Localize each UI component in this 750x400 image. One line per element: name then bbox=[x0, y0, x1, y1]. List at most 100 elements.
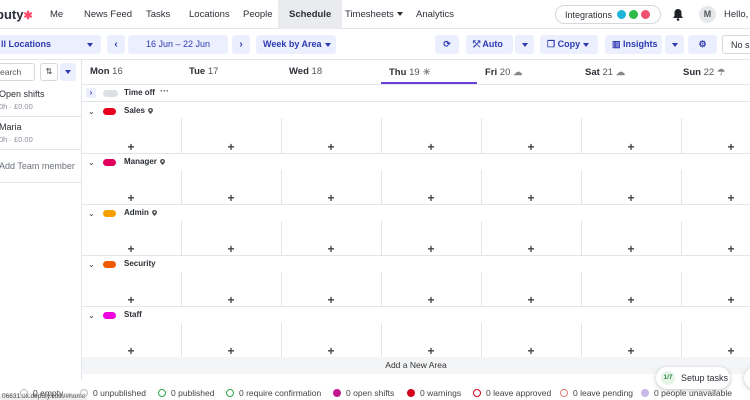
chevron-down-icon bbox=[396, 12, 403, 17]
add-shift-plus-icon[interactable]: + bbox=[127, 191, 135, 205]
help-button[interactable] bbox=[744, 367, 750, 389]
notifications-bell-icon[interactable] bbox=[672, 8, 684, 21]
add-shift-plus-icon[interactable]: + bbox=[227, 293, 235, 307]
expand-time-off-button[interactable]: › bbox=[86, 88, 96, 98]
refresh-icon: ⟳ bbox=[443, 39, 451, 49]
collapse-chevron-icon[interactable]: ⌄ bbox=[88, 107, 95, 116]
add-shift-plus-icon[interactable]: + bbox=[627, 191, 635, 205]
add-shift-plus-icon[interactable]: + bbox=[127, 344, 135, 358]
collapse-chevron-icon[interactable]: ⌄ bbox=[88, 209, 95, 218]
add-shift-plus-icon[interactable]: + bbox=[427, 344, 435, 358]
add-shift-plus-icon[interactable]: + bbox=[627, 293, 635, 307]
auto-options-dropdown[interactable] bbox=[515, 35, 534, 54]
add-shift-plus-icon[interactable]: + bbox=[327, 140, 335, 154]
add-shift-plus-icon[interactable]: + bbox=[727, 242, 735, 256]
sort-icon: ⇅ bbox=[45, 67, 53, 76]
settings-button[interactable]: ⚙ bbox=[688, 35, 717, 54]
add-shift-plus-icon[interactable]: + bbox=[227, 242, 235, 256]
add-shift-plus-icon[interactable]: + bbox=[727, 293, 735, 307]
add-shift-plus-icon[interactable]: + bbox=[227, 191, 235, 205]
search-input[interactable]: earch bbox=[0, 63, 35, 81]
nav-tasks[interactable]: Tasks bbox=[146, 9, 171, 20]
previous-week-button[interactable]: ‹ bbox=[107, 35, 125, 54]
user-greeting[interactable]: Hello, bbox=[724, 9, 749, 20]
add-shift-plus-icon[interactable]: + bbox=[427, 242, 435, 256]
integrations-button[interactable]: Integrations bbox=[555, 5, 661, 24]
day-header-fri[interactable]: Fri 20 ☁ bbox=[477, 60, 577, 84]
add-shift-plus-icon[interactable]: + bbox=[727, 344, 735, 358]
divider bbox=[82, 101, 750, 102]
deputy-logo[interactable]: puty✱ bbox=[0, 7, 33, 22]
divider bbox=[181, 118, 182, 153]
nav-timesheets[interactable]: Timesheets bbox=[345, 0, 403, 29]
add-shift-plus-icon[interactable]: + bbox=[227, 140, 235, 154]
add-shift-plus-icon[interactable]: + bbox=[527, 242, 535, 256]
add-shift-plus-icon[interactable]: + bbox=[727, 140, 735, 154]
user-avatar[interactable]: M bbox=[699, 6, 716, 23]
list-item-maria[interactable]: Maria 0h · £0.00 bbox=[0, 117, 82, 150]
day-header-mon[interactable]: Mon 16 bbox=[90, 66, 123, 77]
add-shift-plus-icon[interactable]: + bbox=[327, 242, 335, 256]
add-shift-plus-icon[interactable]: + bbox=[327, 293, 335, 307]
integration-app-icon bbox=[616, 9, 628, 20]
day-header-sun[interactable]: Sun 22 ☂ bbox=[675, 60, 750, 84]
add-shift-plus-icon[interactable]: + bbox=[527, 191, 535, 205]
insights-options-dropdown[interactable] bbox=[665, 35, 684, 54]
insights-button[interactable]: ▥ Insights bbox=[605, 35, 662, 54]
collapse-chevron-icon[interactable]: ⌄ bbox=[88, 260, 95, 269]
add-shift-plus-icon[interactable]: + bbox=[427, 140, 435, 154]
add-team-member-link[interactable]: Add Team member bbox=[0, 161, 75, 171]
cloudy-weather-icon: ☁ bbox=[616, 67, 626, 77]
legend-dot-icon bbox=[473, 389, 481, 397]
add-new-area-button[interactable]: Add a New Area bbox=[82, 357, 750, 374]
add-shift-plus-icon[interactable]: + bbox=[127, 242, 135, 256]
day-header-sat[interactable]: Sat 21 ☁ bbox=[577, 60, 675, 84]
legend-dot-icon bbox=[80, 389, 88, 397]
add-shift-plus-icon[interactable]: + bbox=[327, 191, 335, 205]
area-name: Manager bbox=[124, 157, 165, 166]
add-shift-plus-icon[interactable]: + bbox=[427, 191, 435, 205]
view-mode-select[interactable]: Week by Area bbox=[256, 35, 336, 54]
add-shift-plus-icon[interactable]: + bbox=[527, 344, 535, 358]
refresh-button[interactable]: ⟳ bbox=[435, 35, 459, 54]
add-shift-plus-icon[interactable]: + bbox=[127, 140, 135, 154]
nav-people[interactable]: People bbox=[243, 9, 273, 20]
day-header-wed[interactable]: Wed 18 bbox=[289, 66, 323, 77]
add-shift-plus-icon[interactable]: + bbox=[227, 344, 235, 358]
legend-dot-icon bbox=[560, 389, 568, 397]
legend-require-confirmation: 0 require confirmation bbox=[226, 388, 321, 398]
filter-dropdown[interactable] bbox=[60, 63, 76, 81]
nav-locations[interactable]: Locations bbox=[189, 9, 230, 20]
collapse-chevron-icon[interactable]: ⌄ bbox=[88, 311, 95, 320]
add-shift-plus-icon[interactable]: + bbox=[527, 293, 535, 307]
add-shift-plus-icon[interactable]: + bbox=[327, 344, 335, 358]
chevron-down-icon bbox=[521, 42, 528, 47]
add-shift-plus-icon[interactable]: + bbox=[627, 242, 635, 256]
list-item-open-shifts[interactable]: Open shifts 0h · £0.00 bbox=[0, 84, 82, 117]
add-shift-plus-icon[interactable]: + bbox=[727, 191, 735, 205]
divider bbox=[82, 84, 750, 85]
collapse-chevron-icon[interactable]: ⌄ bbox=[88, 158, 95, 167]
add-shift-plus-icon[interactable]: + bbox=[127, 293, 135, 307]
nav-analytics[interactable]: Analytics bbox=[416, 9, 455, 20]
day-header-tue[interactable]: Tue 17 bbox=[189, 66, 219, 77]
bar-chart-icon: ▥ bbox=[612, 39, 624, 49]
nav-news-feed[interactable]: News Feed bbox=[84, 9, 133, 20]
date-range-picker[interactable]: 16 Jun – 22 Jun bbox=[128, 35, 228, 54]
location-select[interactable]: ll Locations bbox=[0, 35, 101, 54]
next-week-button[interactable]: › bbox=[232, 35, 250, 54]
auto-schedule-button[interactable]: ⤱ Auto bbox=[466, 35, 513, 54]
add-shift-plus-icon[interactable]: + bbox=[627, 344, 635, 358]
nav-me[interactable]: Me bbox=[50, 9, 64, 20]
no-show-toggle[interactable]: No sh bbox=[722, 35, 750, 54]
day-header-thu[interactable]: Thu 19 ☀ bbox=[381, 60, 477, 84]
add-shift-plus-icon[interactable]: + bbox=[527, 140, 535, 154]
team-member-panel: earch ⇅ Open shifts 0h · £0.00 Maria 0h … bbox=[0, 60, 82, 380]
add-shift-plus-icon[interactable]: + bbox=[627, 140, 635, 154]
add-shift-plus-icon[interactable]: + bbox=[427, 293, 435, 307]
copy-button[interactable]: ❐ Copy bbox=[540, 35, 598, 54]
setup-tasks-button[interactable]: 1/7 Setup tasks bbox=[656, 367, 730, 389]
sort-button[interactable]: ⇅ bbox=[40, 63, 58, 81]
nav-schedule[interactable]: Schedule bbox=[278, 0, 343, 29]
more-options-icon[interactable]: ··· bbox=[160, 86, 169, 96]
